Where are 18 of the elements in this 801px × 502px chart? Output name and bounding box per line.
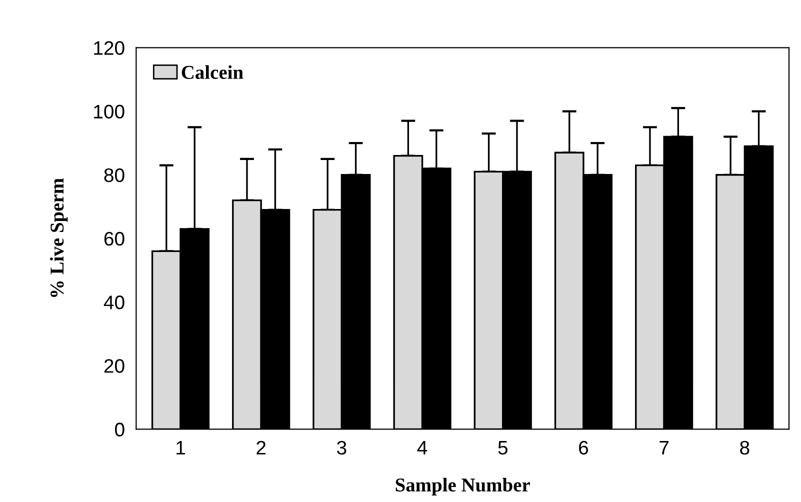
y-tick-label: 120 <box>94 41 124 55</box>
x-tick-label: 8 <box>740 440 750 455</box>
y-tick-label: 20 <box>104 359 124 373</box>
y-tick-label: 80 <box>104 168 124 182</box>
x-tick-label: 6 <box>579 440 588 455</box>
x-tick-label: 3 <box>337 440 346 455</box>
y-tick-label: 40 <box>104 296 124 310</box>
y-axis-title: % Live Sperm <box>50 178 68 297</box>
x-tick-label: 1 <box>176 441 185 454</box>
legend-label: Calcein <box>182 65 244 79</box>
x-axis-title: Sample Number <box>396 478 530 496</box>
y-tick-label: 100 <box>94 104 124 119</box>
x-tick-label: 4 <box>417 441 428 454</box>
x-tick-label: 2 <box>256 440 266 454</box>
y-tick-label: 0 <box>115 422 124 436</box>
x-tick-label: 5 <box>498 441 508 455</box>
y-tick-label: 60 <box>104 232 124 246</box>
x-tick-label: 7 <box>660 441 668 454</box>
